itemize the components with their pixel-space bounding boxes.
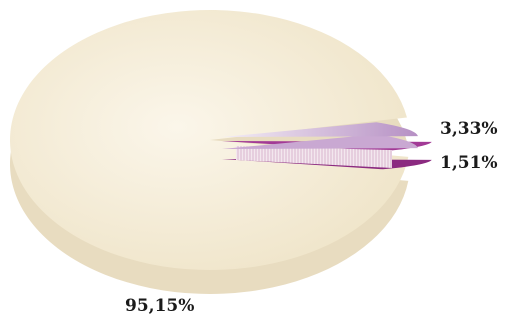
data-label-95-15: 95,15% [125, 296, 194, 316]
pie-slice-side-3-33 [222, 134, 418, 149]
pie-slice-main [10, 9, 409, 270]
data-label-3-33: 3,33% [440, 119, 498, 139]
pie-slice-hatch-1-51 [236, 146, 392, 168]
slice-group-small [222, 122, 432, 170]
slice-group-main [10, 9, 409, 294]
pie-slice-3-33 [222, 122, 418, 137]
data-label-1-51: 1,51% [440, 153, 498, 173]
